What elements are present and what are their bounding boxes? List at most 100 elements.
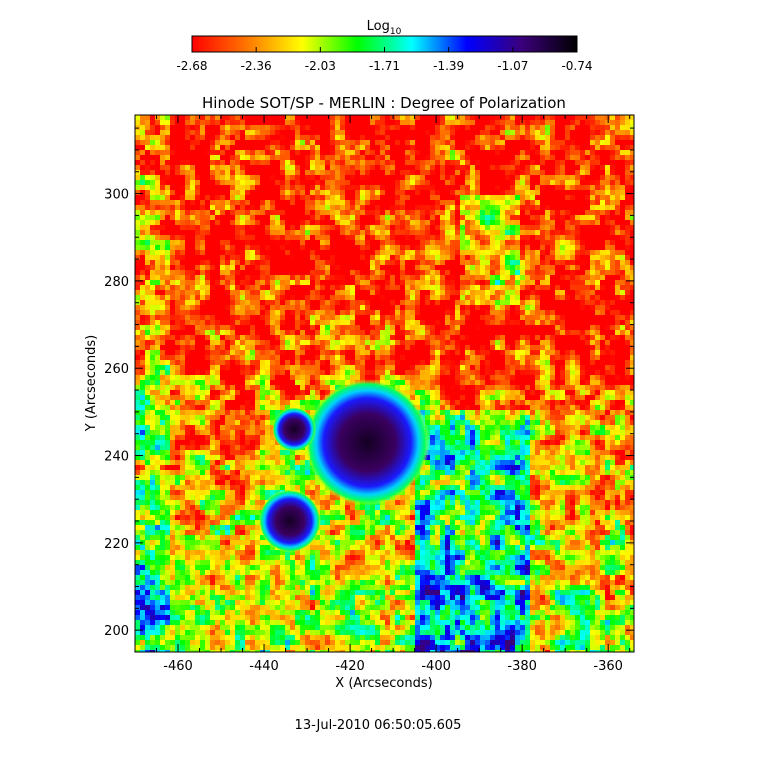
heatmap-cell	[315, 215, 320, 220]
heatmap-cell	[205, 285, 210, 290]
heatmap-cell	[510, 160, 515, 165]
heatmap-cell	[440, 285, 445, 290]
heatmap-cell	[395, 320, 400, 325]
heatmap-cell	[500, 275, 505, 280]
heatmap-cell	[165, 170, 170, 175]
heatmap-cell	[145, 190, 150, 195]
heatmap-cell	[400, 300, 405, 305]
heatmap-cell	[450, 225, 455, 230]
heatmap-cell	[440, 140, 445, 145]
heatmap-cell	[455, 265, 460, 270]
heatmap-cell	[625, 285, 630, 290]
heatmap-cell	[630, 255, 634, 260]
heatmap-cell	[220, 180, 225, 185]
heatmap-cell	[145, 210, 150, 215]
heatmap-cell	[315, 300, 320, 305]
heatmap-cell	[505, 205, 510, 210]
heatmap-cell	[555, 255, 560, 260]
heatmap-cell	[405, 175, 410, 180]
heatmap-cell	[310, 360, 315, 365]
heatmap-cell	[460, 210, 465, 215]
heatmap-cell	[285, 240, 290, 245]
heatmap-cell	[570, 280, 575, 285]
heatmap-cell	[365, 125, 370, 130]
heatmap-cell	[385, 225, 390, 230]
heatmap-cell	[215, 270, 220, 275]
heatmap-cell	[365, 285, 370, 290]
heatmap-cell	[415, 165, 420, 170]
heatmap-cell	[335, 210, 340, 215]
heatmap-cell	[405, 360, 410, 365]
heatmap-cell	[415, 330, 420, 335]
heatmap-cell	[210, 300, 215, 305]
heatmap-cell	[500, 155, 505, 160]
heatmap-cell	[445, 145, 450, 150]
heatmap-cell	[185, 215, 190, 220]
heatmap-cell	[245, 145, 250, 150]
heatmap-cell	[465, 130, 470, 135]
heatmap-cell	[235, 165, 240, 170]
heatmap-cell	[465, 310, 470, 315]
heatmap-cell	[200, 205, 205, 210]
heatmap-cell	[600, 225, 605, 230]
heatmap-cell	[185, 120, 190, 125]
heatmap-cell	[375, 355, 380, 360]
heatmap-cell	[620, 275, 625, 280]
heatmap-cell	[280, 235, 285, 240]
heatmap-cell	[135, 190, 140, 195]
heatmap-cell	[235, 245, 240, 250]
heatmap-cell	[335, 115, 340, 120]
heatmap-cell	[380, 335, 385, 340]
heatmap-cell	[450, 250, 455, 255]
heatmap-cell	[335, 345, 340, 350]
heatmap-cell	[315, 325, 320, 330]
heatmap-cell	[245, 220, 250, 225]
heatmap-cell	[360, 315, 365, 320]
heatmap-cell	[560, 210, 565, 215]
heatmap-cell	[400, 205, 405, 210]
heatmap-cell	[200, 215, 205, 220]
heatmap-cell	[180, 250, 185, 255]
heatmap-cell	[265, 240, 270, 245]
heatmap-cell	[185, 125, 190, 130]
heatmap-cell	[575, 345, 580, 350]
heatmap-cell	[585, 355, 590, 360]
heatmap-cell	[545, 190, 550, 195]
heatmap-cell	[230, 290, 235, 295]
heatmap-cell	[240, 150, 245, 155]
heatmap-cell	[630, 345, 634, 350]
heatmap-cell	[430, 260, 435, 265]
heatmap-cell	[620, 190, 625, 195]
heatmap-cell	[250, 175, 255, 180]
heatmap-cell	[335, 170, 340, 175]
heatmap-cell	[160, 255, 165, 260]
heatmap-cell	[445, 130, 450, 135]
heatmap-cell	[325, 315, 330, 320]
heatmap-cell	[195, 165, 200, 170]
heatmap-cell	[425, 250, 430, 255]
heatmap-cell	[530, 225, 535, 230]
heatmap-cell	[370, 195, 375, 200]
heatmap-cell	[390, 295, 395, 300]
heatmap-cell	[160, 125, 165, 130]
heatmap-cell	[445, 310, 450, 315]
heatmap-cell	[485, 260, 490, 265]
heatmap-cell	[370, 170, 375, 175]
heatmap-cell	[280, 340, 285, 345]
heatmap-cell	[200, 315, 205, 320]
heatmap-cell	[290, 210, 295, 215]
heatmap-cell	[315, 250, 320, 255]
heatmap-cell	[340, 120, 345, 125]
heatmap-cell	[235, 230, 240, 235]
heatmap-cell	[210, 120, 215, 125]
heatmap-cell	[300, 315, 305, 320]
heatmap-cell	[305, 270, 310, 275]
heatmap-cell	[285, 285, 290, 290]
heatmap-cell	[445, 315, 450, 320]
heatmap-cell	[290, 235, 295, 240]
heatmap-cell	[260, 330, 265, 335]
heatmap-cell	[350, 325, 355, 330]
heatmap-cell	[365, 165, 370, 170]
heatmap-cell	[170, 320, 175, 325]
heatmap-cell	[260, 150, 265, 155]
